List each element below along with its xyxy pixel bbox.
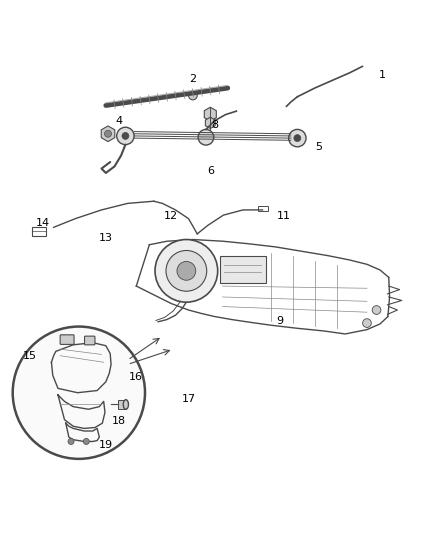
Text: 15: 15 bbox=[23, 351, 37, 361]
Text: 14: 14 bbox=[35, 218, 50, 228]
Circle shape bbox=[105, 130, 112, 137]
Text: 12: 12 bbox=[164, 212, 178, 221]
Text: 18: 18 bbox=[112, 416, 126, 426]
Circle shape bbox=[177, 262, 196, 280]
Text: 19: 19 bbox=[99, 440, 113, 450]
Text: 5: 5 bbox=[316, 142, 323, 152]
Circle shape bbox=[198, 130, 214, 145]
Circle shape bbox=[363, 319, 371, 327]
Ellipse shape bbox=[123, 400, 128, 409]
Text: 6: 6 bbox=[207, 166, 214, 176]
Bar bbox=[32, 228, 46, 236]
Text: 13: 13 bbox=[99, 233, 113, 243]
Text: 17: 17 bbox=[181, 394, 196, 404]
Text: 8: 8 bbox=[211, 120, 218, 130]
FancyBboxPatch shape bbox=[85, 336, 95, 345]
Bar bbox=[258, 206, 268, 211]
Circle shape bbox=[294, 135, 301, 142]
FancyBboxPatch shape bbox=[60, 335, 74, 344]
Circle shape bbox=[289, 130, 306, 147]
Text: 4: 4 bbox=[115, 116, 123, 126]
Circle shape bbox=[13, 327, 145, 459]
Circle shape bbox=[188, 91, 197, 100]
Circle shape bbox=[122, 133, 129, 140]
Bar bbox=[220, 256, 265, 283]
Circle shape bbox=[155, 239, 218, 302]
Text: 16: 16 bbox=[129, 373, 143, 383]
Text: 9: 9 bbox=[276, 316, 283, 326]
Circle shape bbox=[117, 127, 134, 144]
Text: 2: 2 bbox=[189, 75, 197, 84]
Text: 11: 11 bbox=[277, 212, 291, 221]
Circle shape bbox=[83, 439, 89, 445]
Bar bbox=[118, 400, 126, 409]
Circle shape bbox=[372, 305, 381, 314]
Text: 1: 1 bbox=[379, 70, 386, 80]
Text: 10: 10 bbox=[177, 264, 191, 273]
Circle shape bbox=[68, 439, 74, 445]
Circle shape bbox=[166, 251, 207, 291]
